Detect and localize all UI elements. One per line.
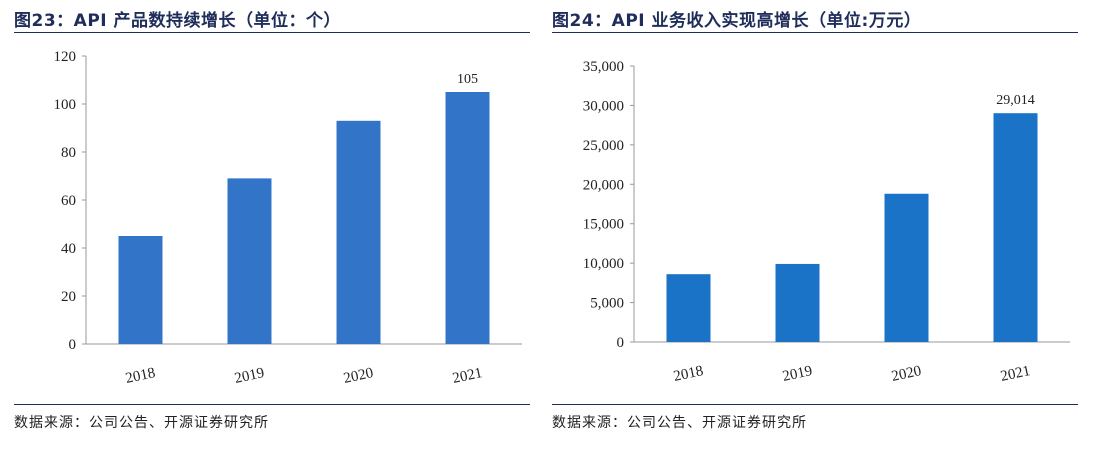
source-note: 数据来源：公司公告、开源证券研究所 xyxy=(552,415,807,431)
y-tick-label: 80 xyxy=(61,145,76,161)
data-label: 29,014 xyxy=(996,93,1035,108)
y-tick-label: 5,000 xyxy=(590,296,624,312)
x-tick-label: 2019 xyxy=(781,363,814,385)
y-tick-label: 40 xyxy=(61,241,76,257)
figure-23: 图23：API 产品数持续增长（单位：个） 0 20 40 60 80 100 120 201… xyxy=(14,0,530,454)
x-tick-label: 2020 xyxy=(890,363,923,385)
bar-2020 xyxy=(336,120,381,344)
source-rule xyxy=(14,404,530,405)
figure-24: 图24：API 业务收入实现高增长（单位:万元） 0 5,000 10,000 15,… xyxy=(552,0,1078,454)
x-tick-label: 2019 xyxy=(233,365,266,387)
y-tick-label: 0 xyxy=(617,335,625,351)
y-tick-label: 30,000 xyxy=(583,98,624,114)
figure-title: 图23：API 产品数持续增长（单位：个） xyxy=(14,11,342,31)
bar-2020 xyxy=(884,193,929,342)
x-tick-label: 2018 xyxy=(124,365,157,387)
api-product-count-chart: 0 20 40 60 80 100 120 2018 2019 2020 2021 105 xyxy=(54,49,522,387)
y-tick-label: 15,000 xyxy=(583,217,624,233)
bar-2018 xyxy=(666,274,711,342)
x-tick-label: 2020 xyxy=(342,365,375,387)
y-tick-label: 35,000 xyxy=(583,59,624,75)
api-revenue-chart: 0 5,000 10,000 15,000 20,000 25,000 30,000 35,0… xyxy=(583,59,1070,385)
title-rule xyxy=(552,32,1078,33)
y-tick-label: 10,000 xyxy=(583,256,624,272)
y-tick-label: 100 xyxy=(54,97,77,113)
x-tick-label: 2021 xyxy=(999,363,1032,385)
bar-2018 xyxy=(118,236,163,344)
y-tick-label: 0 xyxy=(69,337,77,353)
source-note: 数据来源：公司公告、开源证券研究所 xyxy=(14,415,269,431)
y-tick-label: 25,000 xyxy=(583,138,624,154)
x-tick-label: 2021 xyxy=(451,365,484,387)
data-label: 105 xyxy=(457,72,478,87)
y-tick-label: 20,000 xyxy=(583,177,624,193)
source-rule xyxy=(552,404,1078,405)
bar-2019 xyxy=(227,178,272,344)
title-rule xyxy=(14,32,530,33)
y-tick-label: 60 xyxy=(61,193,76,209)
x-tick-label: 2018 xyxy=(672,363,705,385)
y-tick-label: 20 xyxy=(61,289,76,305)
bar-2021 xyxy=(993,113,1038,342)
y-tick-label: 120 xyxy=(54,49,77,65)
bar-2021 xyxy=(445,92,490,344)
bar-2019 xyxy=(775,263,820,342)
figure-title: 图24：API 业务收入实现高增长（单位:万元） xyxy=(552,11,922,31)
